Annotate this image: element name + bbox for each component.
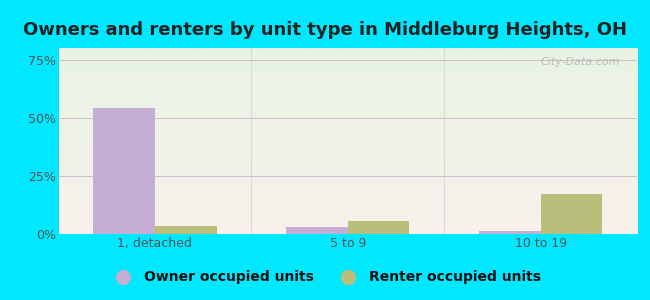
Bar <box>286 227 348 234</box>
Bar <box>93 108 155 234</box>
Text: City-Data.com: City-Data.com <box>540 57 619 67</box>
Bar <box>348 221 410 234</box>
Bar <box>541 194 603 234</box>
Text: Owners and renters by unit type in Middleburg Heights, OH: Owners and renters by unit type in Middl… <box>23 21 627 39</box>
Bar <box>479 230 541 234</box>
Bar <box>155 226 216 234</box>
Legend: Owner occupied units, Renter occupied units: Owner occupied units, Renter occupied un… <box>103 265 547 290</box>
